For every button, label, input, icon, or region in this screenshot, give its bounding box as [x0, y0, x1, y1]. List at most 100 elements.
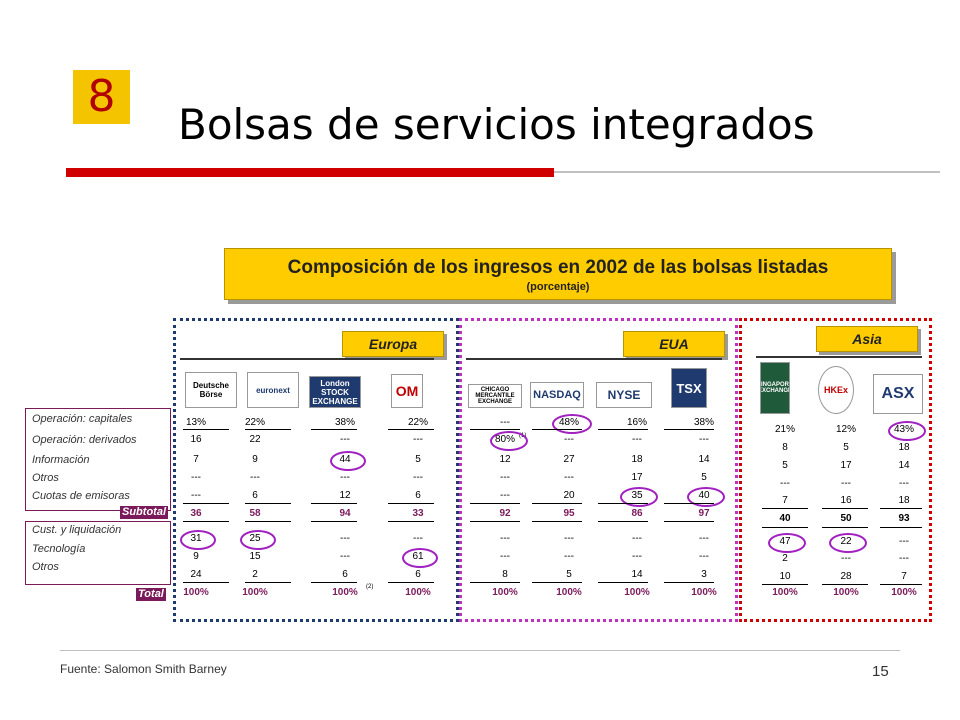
- highlight-circle: [180, 530, 216, 550]
- column-rule: [388, 503, 434, 504]
- usa-col3-row7: ---: [632, 551, 642, 562]
- europe-col3-row1: 38%: [334, 417, 355, 428]
- usa-col1-subtotal: 92: [499, 508, 511, 519]
- highlight-circle: [402, 548, 438, 568]
- europe-col3-row2: ---: [340, 434, 350, 445]
- asia-col1-row5: 7: [782, 495, 788, 506]
- europe-col2-row4: ---: [250, 472, 260, 483]
- asx-logo: ASX: [873, 374, 923, 414]
- highlight-circle: [768, 533, 806, 553]
- usa-col3-row6: ---: [632, 533, 642, 544]
- usa-col4-row7: ---: [699, 551, 709, 562]
- euronext-logo: euronext: [247, 372, 299, 408]
- asia-col2-row4: ---: [841, 478, 851, 489]
- asia-col1-row4: ---: [780, 478, 790, 489]
- subtotal-tag: Subtotal: [120, 506, 168, 519]
- column-rule: [311, 521, 357, 522]
- europe-col4-row8: 6: [415, 569, 421, 580]
- row-label-operacion-derivados: Operación: derivados: [32, 434, 137, 446]
- title-underline-bar: [66, 168, 554, 177]
- usa-col2-subtotal: 95: [563, 508, 575, 519]
- europe-col3-row7: ---: [340, 551, 350, 562]
- chart-banner: Composición de los ingresos en 2002 de l…: [224, 248, 892, 300]
- highlight-circle: [888, 421, 926, 441]
- column-rule: [598, 582, 648, 583]
- europe-col2-row2: 22: [249, 434, 261, 445]
- column-rule: [664, 429, 714, 430]
- column-rule: [245, 521, 291, 522]
- row-label-tecnologia: Tecnología: [32, 543, 86, 555]
- europe-col2-total: 100%: [242, 587, 268, 598]
- services-labels-box: [25, 521, 171, 585]
- usa-col2-row7: ---: [564, 551, 574, 562]
- asia-col3-row7: ---: [899, 553, 909, 564]
- column-rule: [762, 584, 808, 585]
- hkex-logo: HKEx: [818, 366, 854, 414]
- column-rule: [183, 521, 229, 522]
- europe-col3-row6: ---: [340, 533, 350, 544]
- usa-col3-row4: 17: [631, 472, 643, 483]
- usa-col1-total: 100%: [492, 587, 518, 598]
- column-rule: [183, 429, 229, 430]
- column-rule: [470, 582, 520, 583]
- asia-col2-row1: 12%: [835, 424, 856, 435]
- usa-col4-row4: 5: [701, 472, 707, 483]
- region-asia-label: Asia: [816, 326, 918, 352]
- column-rule: [388, 582, 434, 583]
- usa-col3-row8: 14: [631, 569, 643, 580]
- column-rule: [470, 503, 520, 504]
- column-rule: [822, 584, 868, 585]
- highlight-circle: [552, 414, 592, 434]
- asia-col2-subtotal: 50: [840, 513, 852, 524]
- column-rule: [532, 521, 582, 522]
- usa-col1-row5: ---: [500, 490, 510, 501]
- usa-col3-row3: 18: [631, 454, 643, 465]
- column-rule: [762, 527, 808, 528]
- footnote-marker-2: (2): [366, 584, 374, 590]
- highlight-circle: [240, 530, 276, 550]
- asia-col2-total: 100%: [833, 587, 859, 598]
- usa-col2-row3: 27: [563, 454, 575, 465]
- asia-col1-total: 100%: [772, 587, 798, 598]
- asia-col1-subtotal: 40: [779, 513, 791, 524]
- column-rule: [470, 429, 520, 430]
- column-rule: [598, 521, 648, 522]
- usa-col2-row2: ---: [564, 434, 574, 445]
- column-rule: [598, 503, 648, 504]
- banner-title: Composición de los ingresos en 2002 de l…: [287, 257, 829, 278]
- asia-col1-row2: 8: [782, 442, 788, 453]
- asia-box: [739, 318, 932, 622]
- column-rule: [880, 527, 922, 528]
- singapore-exchange-logo: SINGAPORE EXCHANGE: [760, 362, 790, 414]
- footer-line: [60, 650, 900, 651]
- column-rule: [598, 429, 648, 430]
- europe-col1-row3: 7: [193, 454, 199, 465]
- row-label-otros-2: Otros: [32, 561, 59, 573]
- asia-col3-row5: 18: [898, 495, 910, 506]
- asia-col2-row3: 17: [840, 460, 852, 471]
- column-rule: [532, 503, 582, 504]
- usa-col1-row3: 12: [499, 454, 511, 465]
- europe-col3-total: 100%: [332, 587, 358, 598]
- banner-subtitle: (porcentaje): [526, 281, 590, 293]
- europe-col1-row4: ---: [191, 472, 201, 483]
- usa-col1-row4: ---: [500, 472, 510, 483]
- usa-col4-total: 100%: [691, 587, 717, 598]
- asia-divider: [756, 356, 922, 358]
- usa-col3-row1: 16%: [626, 417, 647, 428]
- column-rule: [183, 503, 229, 504]
- column-rule: [822, 527, 868, 528]
- europe-col4-row6: ---: [413, 533, 423, 544]
- europe-col4-row5: 6: [415, 490, 421, 501]
- column-rule: [388, 521, 434, 522]
- usa-divider: [466, 358, 722, 360]
- asia-col2-row2: 5: [843, 442, 849, 453]
- usa-col1-row8: 8: [502, 569, 508, 580]
- row-label-otros-1: Otros: [32, 472, 59, 484]
- usa-col4-subtotal: 97: [698, 508, 710, 519]
- column-rule: [311, 503, 357, 504]
- asia-col3-row2: 18: [898, 442, 910, 453]
- europe-col2-row5: 6: [252, 490, 258, 501]
- page-number: 15: [872, 663, 889, 680]
- column-rule: [664, 582, 714, 583]
